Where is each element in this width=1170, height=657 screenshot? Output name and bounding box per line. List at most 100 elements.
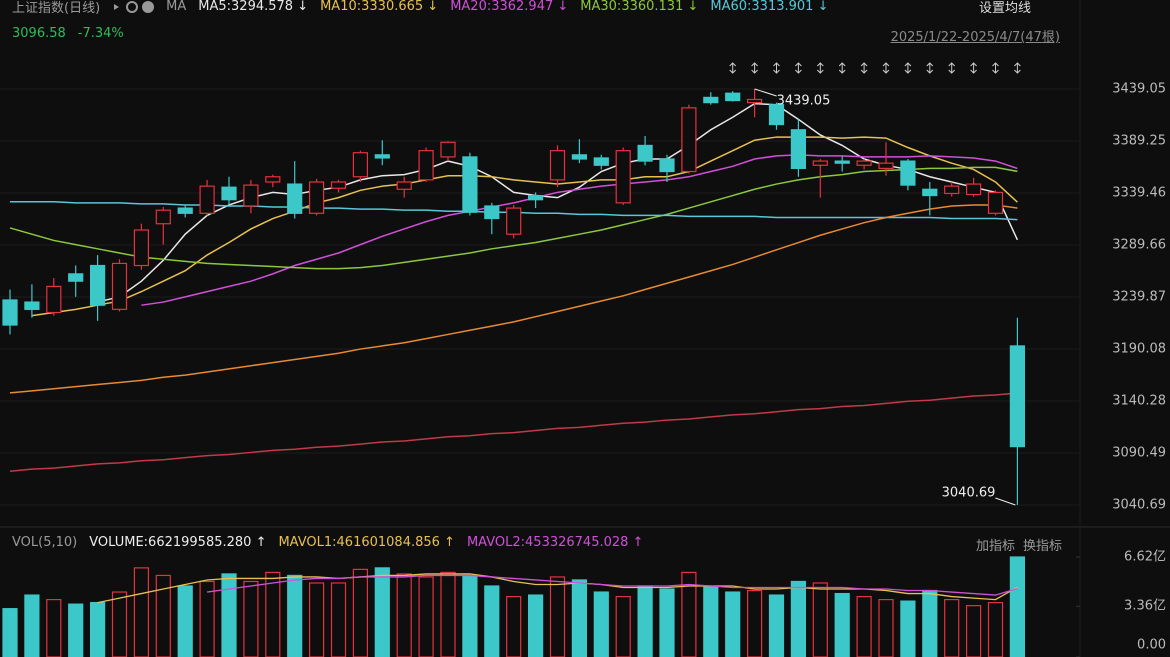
marker-icon: [948, 62, 956, 74]
volume-bar: [922, 589, 938, 657]
volume-bar: [440, 571, 456, 657]
marker-icon: [992, 62, 999, 74]
candle-body: [768, 104, 785, 126]
y-tick-label: 3.36亿: [1124, 599, 1166, 614]
vol-value: VOLUME:662199585.280 ↑: [89, 535, 267, 550]
candle-body: [68, 273, 84, 282]
volume-bar: [462, 574, 478, 657]
candle-body: [506, 207, 522, 235]
volume-bar: [527, 594, 544, 657]
candle-body: [746, 98, 763, 104]
volume-bar: [265, 571, 281, 657]
marker-icon: [816, 62, 824, 74]
candle-body: [571, 154, 588, 160]
price: 3096.58: [12, 26, 66, 41]
legend-row: 上证指数(日线) MA MA5:3294.578 ↓ MA10:3330.665 …: [12, 0, 1031, 16]
volume-bar: [703, 585, 719, 657]
candle-body: [440, 141, 456, 158]
volume-bar: [659, 588, 675, 657]
add-indicator[interactable]: 加指标: [975, 539, 1015, 554]
volume-bar: [309, 582, 325, 657]
volume-bar: [243, 580, 259, 657]
y-tick-label: 0.00: [1137, 638, 1166, 653]
candle-body: [24, 301, 40, 310]
candle-body: [659, 158, 675, 173]
candle-body: [484, 205, 500, 220]
marker-icon: [773, 62, 780, 74]
volume-bar: [615, 595, 631, 657]
candle-body: [725, 92, 741, 102]
candle-body: [615, 150, 631, 204]
volume-bar: [133, 567, 149, 657]
icons[interactable]: [112, 0, 155, 14]
marker-icon: [751, 62, 758, 74]
marker-icon: [882, 62, 890, 74]
date-range[interactable]: 2025/1/22-2025/4/7(47根): [891, 26, 1060, 45]
candle-body: [462, 156, 478, 213]
low-label: 3040.69: [942, 485, 996, 500]
ma-line: [141, 154, 1018, 306]
candle-body: [593, 157, 609, 166]
candle-body: [790, 129, 807, 169]
volume-bar: [856, 595, 872, 657]
settings[interactable]: 设置均线: [979, 1, 1032, 16]
volume-bar: [396, 573, 412, 657]
ma-line: [9, 204, 1018, 394]
candle-body: [155, 209, 171, 225]
ma-line: [97, 102, 1019, 303]
marker-icon: [970, 62, 977, 74]
volume-bar: [944, 598, 960, 657]
index-title[interactable]: 上证指数(日线): [12, 1, 101, 16]
high-arrow: [754, 88, 777, 97]
y-tick-label: 3239.87: [1112, 289, 1166, 304]
candle-body: [243, 184, 259, 207]
legend-entry: MA5:3294.578 ↓: [198, 0, 309, 14]
candle-body: [681, 107, 697, 173]
volume-bar: [287, 574, 303, 657]
volume-bar: [2, 608, 18, 657]
legend-entry: MAVOL1:461601084.856 ↑: [278, 535, 455, 550]
candle-body: [812, 160, 828, 166]
candle-body: [834, 160, 850, 164]
candle-body: [330, 181, 347, 189]
candle-body: [637, 144, 653, 162]
volume-bar: [593, 591, 609, 657]
volume-bar: [46, 598, 62, 657]
volume-bar: [506, 595, 522, 657]
volume-bar: [987, 602, 1004, 657]
volume-bar: [965, 605, 982, 657]
candle-body: [2, 299, 18, 326]
ma-line: [9, 166, 1018, 270]
candle-body: [265, 176, 281, 183]
volume-bar: [878, 598, 894, 657]
y-tick-label: 3289.66: [1112, 237, 1166, 252]
volume-bar: [900, 600, 916, 657]
volume-bar: [155, 574, 171, 657]
volume-bar: [484, 585, 500, 657]
candle-body: [549, 150, 566, 181]
candle-body: [418, 150, 434, 181]
ma-line: [207, 574, 1018, 596]
y-tick-label: 3090.49: [1112, 445, 1166, 460]
volume-bar: [330, 582, 347, 657]
ma-label: MA: [166, 0, 187, 14]
volume-bar: [768, 594, 785, 657]
legend-entry: MA30:3360.131 ↓: [580, 0, 699, 14]
legend-entry: MAVOL2:453326745.028 ↑: [466, 535, 644, 550]
volume-bar: [111, 591, 128, 657]
candle-body: [922, 188, 938, 197]
volume-bar: [1009, 556, 1026, 657]
switch-indicator[interactable]: 换指标: [1022, 539, 1062, 554]
marker-icon: [795, 62, 802, 74]
legend-entry: MA60:3313.901 ↓: [710, 0, 829, 14]
candle-body: [878, 162, 894, 169]
marker-icon: [838, 62, 846, 74]
y-tick-label: 3040.69: [1112, 497, 1166, 512]
volume-bar: [24, 594, 40, 657]
y-tick-label: 3439.05: [1112, 81, 1166, 96]
volume-bar: [571, 579, 588, 657]
volume-bar: [221, 573, 237, 657]
volume-bar: [790, 580, 807, 657]
y-tick-label: 3389.25: [1112, 133, 1166, 148]
